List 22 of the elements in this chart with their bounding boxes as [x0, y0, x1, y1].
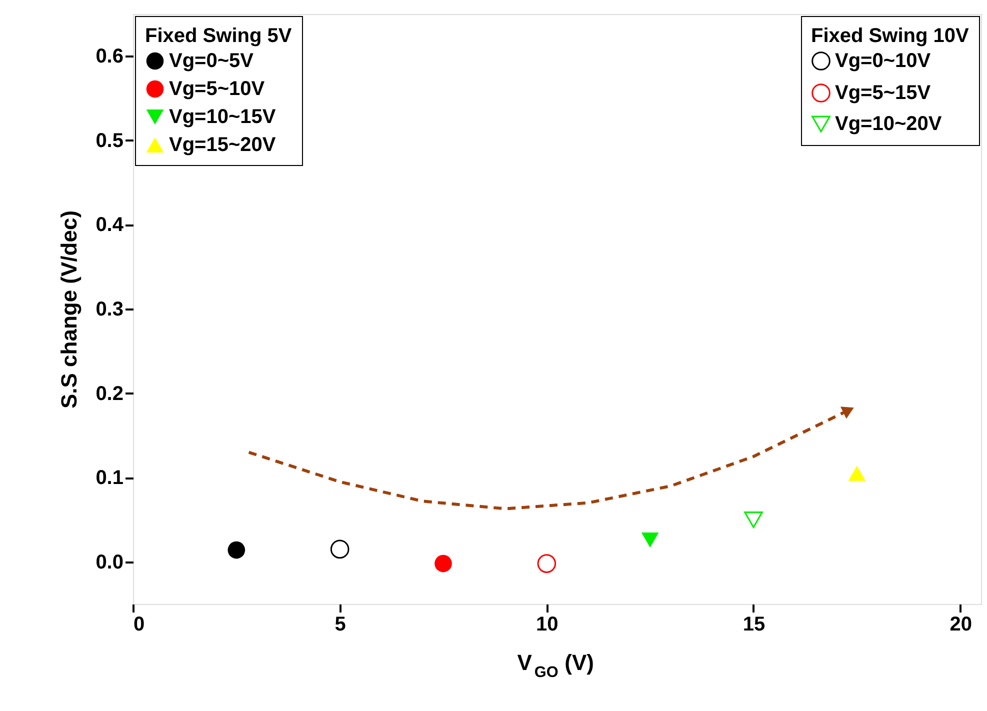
legend-label: Vg=10~20V: [835, 113, 942, 135]
x-tick-label: 10: [536, 614, 558, 636]
y-axis-title: S.S change (V/dec): [56, 210, 82, 409]
legend-label: Vg=0~10V: [835, 50, 932, 72]
y-tick-label: 0.2: [96, 382, 124, 405]
y-tick-label: 0.5: [96, 130, 124, 152]
y-tick-label: 0.0: [96, 551, 124, 574]
x-tick-label: 20: [950, 614, 972, 636]
text: Fixed Swing 10V: [811, 25, 969, 47]
x-tick-label: 0: [134, 614, 145, 636]
x-tick-label: 15: [742, 614, 766, 636]
legend-label: Vg=15~20V: [169, 134, 276, 156]
legend-label: Vg=0~5V: [169, 50, 254, 72]
y-tick-label: 0.1: [96, 467, 124, 490]
legend-label: Vg=10~15V: [169, 106, 276, 128]
text: Fixed Swing 5V: [145, 25, 292, 47]
legend-label: Vg=5~10V: [169, 78, 266, 100]
x-tick-label: 5: [334, 614, 346, 636]
y-tick-label: 0.6: [96, 46, 124, 68]
legend-label: Vg=5~15V: [835, 82, 932, 104]
y-tick-label: 0.4: [96, 214, 124, 236]
y-tick-label: 0.3: [96, 298, 124, 320]
